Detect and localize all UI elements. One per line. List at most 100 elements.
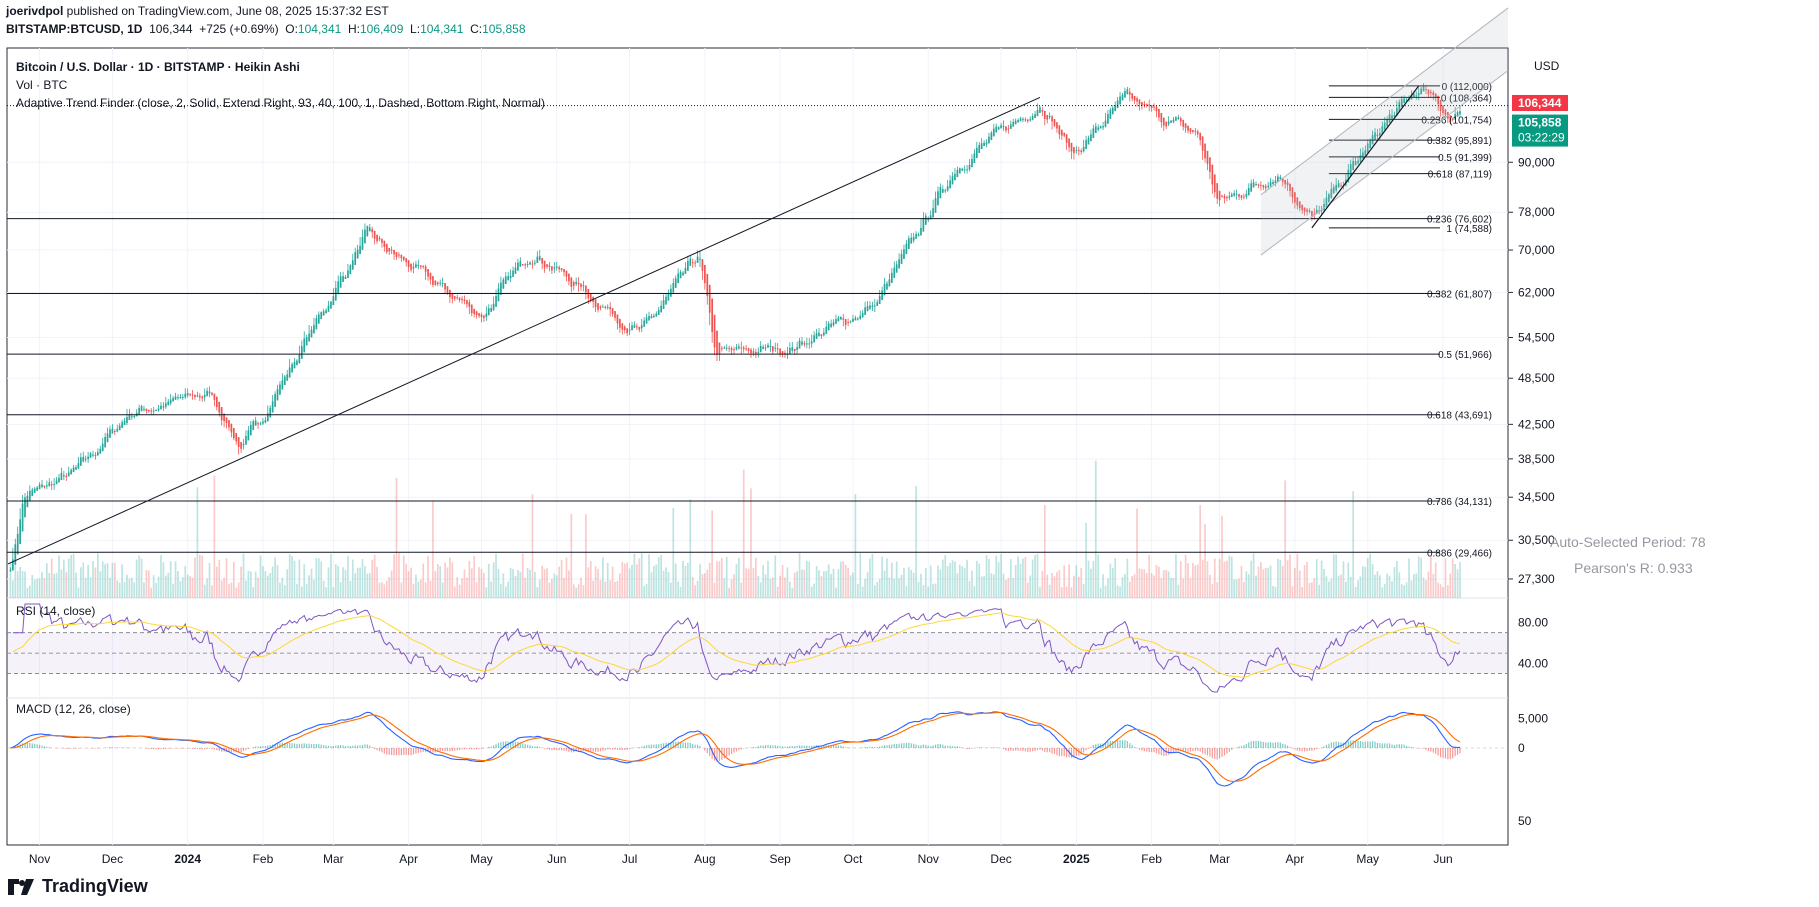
volume-bar — [1204, 524, 1206, 598]
macd-hist-bar — [255, 746, 257, 748]
volume-bar — [650, 572, 653, 598]
volume-bar — [1039, 587, 1041, 598]
volume-bar — [339, 582, 342, 598]
macd-hist-bar — [1325, 744, 1328, 748]
macd-hist-bar — [558, 748, 560, 751]
candle-body — [65, 475, 68, 478]
candle-body — [555, 266, 558, 268]
signal-line — [10, 712, 1461, 782]
candle-body — [873, 305, 876, 307]
volume-bar — [565, 557, 568, 598]
macd-hist-bar — [46, 746, 48, 748]
candle-body — [371, 229, 374, 233]
candle-body — [1126, 89, 1129, 95]
volume-bar — [633, 553, 636, 598]
macd-hist-bar — [349, 746, 351, 748]
candle-body — [1046, 114, 1049, 120]
candle-body — [504, 276, 507, 285]
volume-bar — [140, 558, 143, 598]
candle-body — [211, 392, 213, 395]
fib-level-label: 0.618 (43,691) — [1427, 411, 1492, 422]
volume-bar — [512, 568, 514, 598]
macd-hist-bar — [1063, 748, 1065, 757]
volume-bar — [992, 574, 995, 598]
macd-hist-bar — [1284, 744, 1286, 748]
candle-body — [1221, 195, 1223, 197]
author-name[interactable]: joerivdpol — [6, 4, 64, 18]
macd-hist-bar — [191, 748, 194, 749]
macd-hist-bar — [335, 745, 337, 748]
candle-body — [169, 399, 172, 404]
volume-bar — [687, 562, 689, 598]
volume-bar — [864, 578, 866, 598]
volume-bar — [152, 575, 155, 598]
candle-body — [825, 326, 828, 334]
macd-hist-bar — [354, 745, 356, 748]
volume-bar — [1459, 561, 1461, 598]
candle-body — [366, 226, 369, 237]
candle-body — [1119, 96, 1121, 105]
volume-bar — [662, 570, 665, 598]
fib-anchor-line — [1311, 85, 1420, 229]
macd-hist-bar — [449, 748, 451, 752]
volume-bar — [973, 586, 976, 598]
macd-hist-bar — [726, 748, 728, 757]
candle-body — [684, 267, 687, 274]
candle-body — [50, 484, 53, 486]
volume-bar — [745, 568, 747, 598]
volume-bar — [398, 553, 400, 598]
volume-bar — [1036, 553, 1039, 598]
candle-body — [446, 286, 449, 294]
candle-body — [815, 333, 818, 339]
candle-body — [791, 347, 794, 351]
candle-body — [835, 319, 837, 324]
macd-hist-bar — [1087, 748, 1090, 749]
volume-bar — [347, 556, 349, 598]
volume-bar — [1306, 562, 1308, 598]
macd-hist-bar — [1277, 742, 1279, 748]
macd-hist-bar — [913, 743, 915, 748]
y-tick-label: 48,500 — [1518, 371, 1555, 385]
macd-hist-bar — [1386, 743, 1388, 748]
volume-bar — [82, 562, 85, 598]
macd-legend: MACD (12, 26, close) — [16, 702, 131, 716]
candle-body — [716, 330, 718, 355]
macd-hist-bar — [995, 747, 997, 748]
macd-hist-bar — [527, 744, 529, 748]
volume-bar — [951, 560, 954, 598]
candle-body — [390, 249, 393, 251]
candle-body — [733, 349, 735, 351]
macd-hist-bar — [599, 748, 602, 752]
candle-body — [1167, 121, 1170, 125]
candle-body — [871, 305, 874, 308]
volume-bar — [1277, 558, 1279, 598]
candle-body — [990, 132, 993, 141]
candle-body — [1065, 134, 1068, 143]
x-tick-label: May — [470, 852, 493, 866]
macd-hist-bar — [512, 741, 514, 748]
volume-bar — [822, 571, 825, 598]
volume-bar — [762, 565, 764, 598]
volume-bar — [361, 558, 364, 598]
candle-body — [1153, 106, 1155, 108]
x-tick-label: Apr — [399, 852, 418, 866]
candles-group — [9, 83, 1461, 572]
volume-bar — [1427, 571, 1430, 598]
candle-body — [699, 258, 701, 260]
macd-hist-bar — [1114, 740, 1116, 748]
candle-body — [264, 420, 267, 423]
volume-bar — [519, 571, 522, 598]
candle-body — [157, 408, 160, 411]
macd-hist-bar — [743, 748, 745, 749]
volume-bar — [366, 573, 369, 598]
volume-bar — [417, 581, 420, 598]
macd-hist-bar — [908, 742, 910, 748]
macd-hist-bar — [723, 748, 725, 759]
tradingview-logo[interactable]: TradingView — [8, 876, 148, 897]
macd-hist-bar — [94, 748, 97, 749]
volume-bar — [492, 562, 495, 598]
candle-body — [1194, 130, 1197, 132]
volume-bar — [385, 580, 388, 598]
macd-hist-bar — [1041, 748, 1043, 751]
